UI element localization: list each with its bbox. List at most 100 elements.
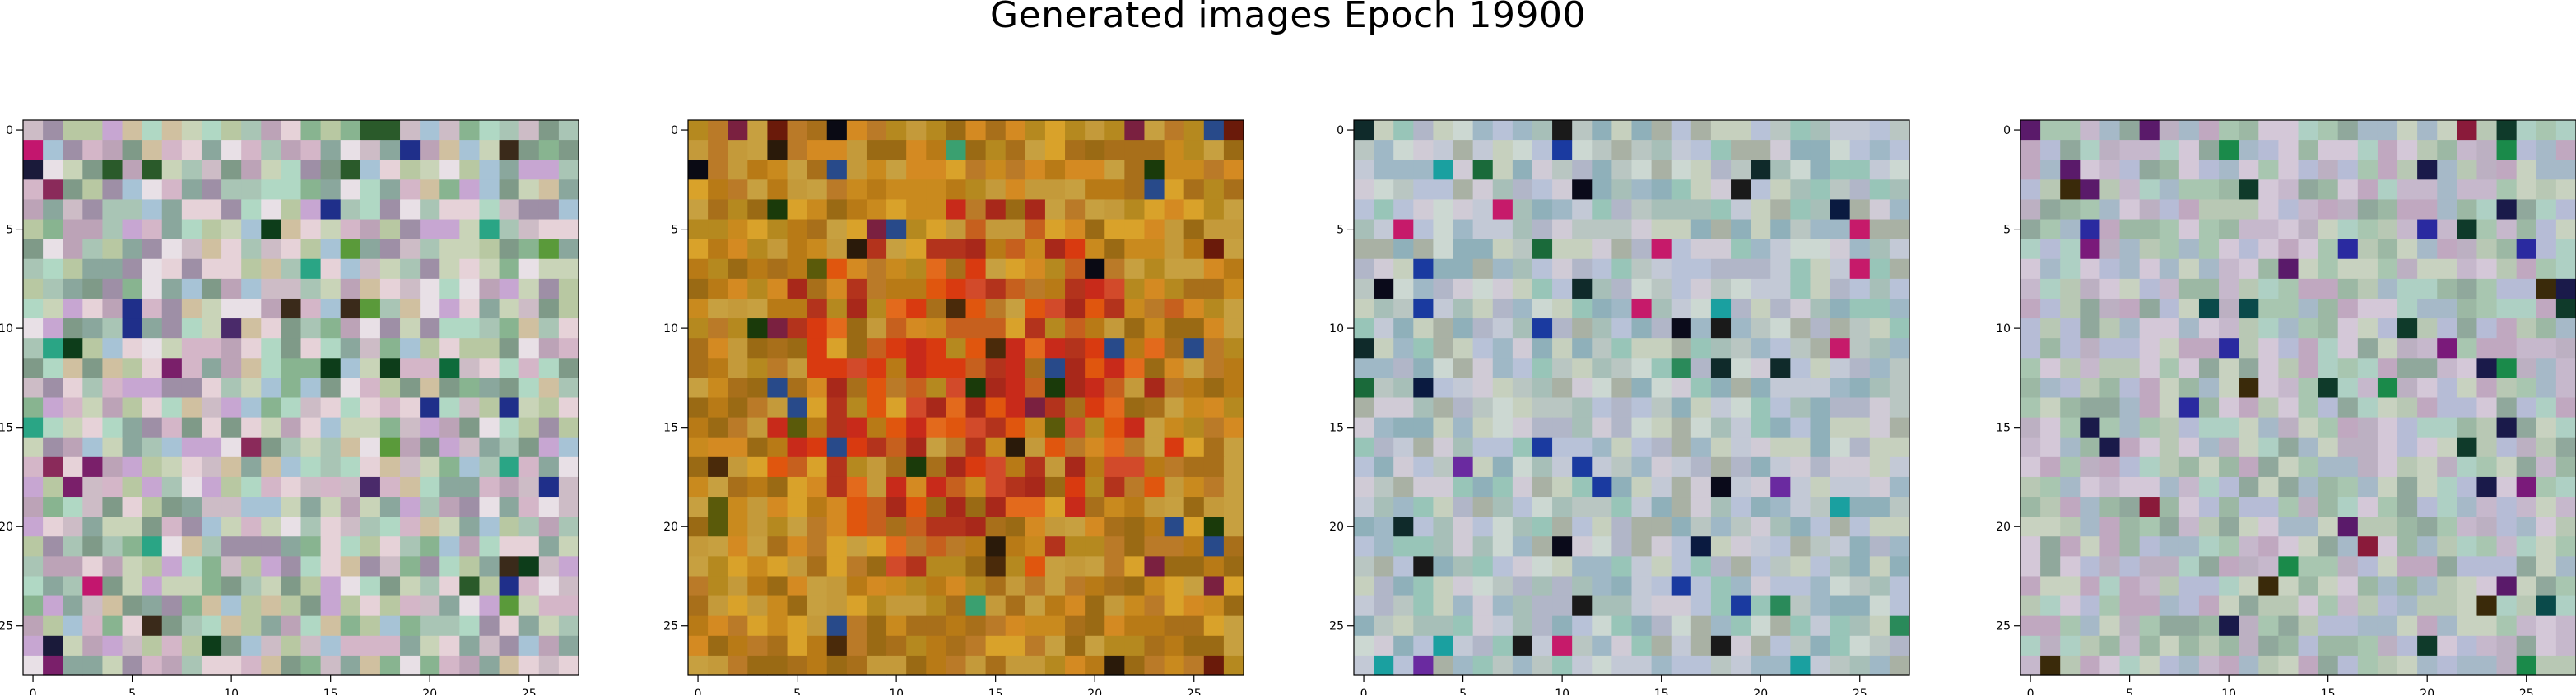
pixel-cell (1869, 219, 1890, 240)
pixel-cell (1413, 615, 1434, 637)
pixel-cell (1453, 556, 1474, 577)
pixel-cell (221, 576, 242, 597)
pixel-cell (2040, 615, 2061, 637)
pixel-cell (1183, 615, 1205, 637)
pixel-cell (1751, 556, 1771, 577)
pixel-cell (1393, 417, 1414, 438)
pixel-cell (906, 160, 927, 180)
pixel-cell (261, 655, 281, 676)
pixel-cell (181, 417, 202, 438)
pixel-cell (2457, 437, 2478, 458)
pixel-cell (866, 298, 887, 319)
pixel-cell (906, 456, 927, 478)
pixel-cell (82, 239, 104, 260)
pixel-cell (1223, 298, 1244, 319)
pixel-cell (340, 437, 361, 458)
pixel-cell (1869, 397, 1890, 419)
pixel-cell (1810, 595, 1831, 617)
pixel-cell (2278, 437, 2299, 458)
pixel-cell (558, 517, 579, 537)
pixel-cell (747, 397, 769, 419)
pixel-cell (63, 358, 83, 378)
pixel-cell (1552, 595, 1573, 617)
pixel-cell (1592, 358, 1612, 378)
pixel-cell (2298, 179, 2319, 201)
pixel-cell (1453, 140, 1474, 160)
pixel-cell (1631, 378, 1653, 399)
pixel-cell (2040, 140, 2061, 160)
pixel-cell (985, 358, 1007, 378)
pixel-cell (787, 258, 808, 280)
pixel-cell (2020, 239, 2041, 260)
pixel-cell (1512, 456, 1533, 478)
pixel-cell (2457, 476, 2478, 498)
pixel-cell (2258, 556, 2279, 577)
pixel-cell (23, 497, 44, 517)
pixel-cell (1790, 417, 1811, 438)
pixel-cell (826, 278, 848, 299)
pixel-cell (1025, 476, 1046, 498)
pixel-cell (261, 456, 281, 478)
pixel-cell (2457, 120, 2478, 141)
pixel-cell (2020, 397, 2041, 419)
pixel-cell (518, 179, 540, 201)
pixel-cell (241, 120, 262, 141)
pixel-cell (1104, 140, 1125, 160)
pixel-cell (261, 517, 281, 537)
pixel-cell (1492, 536, 1514, 557)
pixel-cell (747, 120, 769, 141)
pixel-cell (2159, 417, 2180, 438)
pixel-cell (1532, 318, 1553, 339)
pixel-cell (1065, 298, 1086, 319)
pixel-cell (2239, 635, 2259, 656)
pixel-cell (2258, 338, 2279, 359)
pixel-cell (747, 437, 769, 458)
pixel-cell (1731, 615, 1751, 637)
pixel-cell (1374, 576, 1394, 597)
pixel-cell (23, 179, 44, 201)
pixel-cell (2536, 179, 2557, 201)
pixel-cell (1453, 497, 1474, 517)
pixel-cell (459, 536, 481, 557)
pixel-cell (400, 318, 421, 339)
pixel-cell (1183, 160, 1205, 180)
pixel-cell (2040, 179, 2061, 201)
pixel-cell (846, 338, 867, 359)
pixel-cell (558, 437, 579, 458)
pixel-cell (2357, 358, 2378, 378)
pixel-cell (688, 536, 709, 557)
pixel-cell (360, 497, 381, 517)
pixel-cell (400, 278, 421, 299)
pixel-cell (2298, 497, 2319, 517)
pixel-cell (688, 298, 709, 319)
pixel-cell (2099, 397, 2121, 419)
pixel-cell (1354, 517, 1374, 537)
pixel-cell (2119, 456, 2141, 478)
pixel-cell (1790, 160, 1811, 180)
pixel-cell (499, 278, 520, 299)
pixel-cell (1631, 476, 1653, 498)
pixel-cell (2496, 140, 2518, 160)
pixel-cell (787, 160, 808, 180)
pixel-cell (1203, 120, 1225, 141)
pixel-cell (1869, 160, 1890, 180)
pixel-cell (985, 437, 1007, 458)
pixel-cell (281, 239, 302, 260)
pixel-cell (2020, 160, 2041, 180)
pixel-cell (2080, 517, 2101, 537)
pixel-cell (2476, 536, 2498, 557)
pixel-cell (1472, 239, 1494, 260)
pixel-cell (1710, 298, 1732, 319)
pixel-cell (846, 456, 867, 478)
pixel-cell (1572, 397, 1593, 419)
pixel-cell (63, 476, 83, 498)
pixel-cell (2258, 397, 2279, 419)
pixel-cell (181, 258, 202, 280)
pixel-cell (499, 318, 520, 339)
pixel-cell (2555, 160, 2576, 180)
pixel-cell (1810, 298, 1831, 319)
pixel-cell (1085, 437, 1105, 458)
pixel-cell (499, 437, 520, 458)
pixel-cell (767, 576, 788, 597)
pixel-cell (965, 199, 987, 220)
